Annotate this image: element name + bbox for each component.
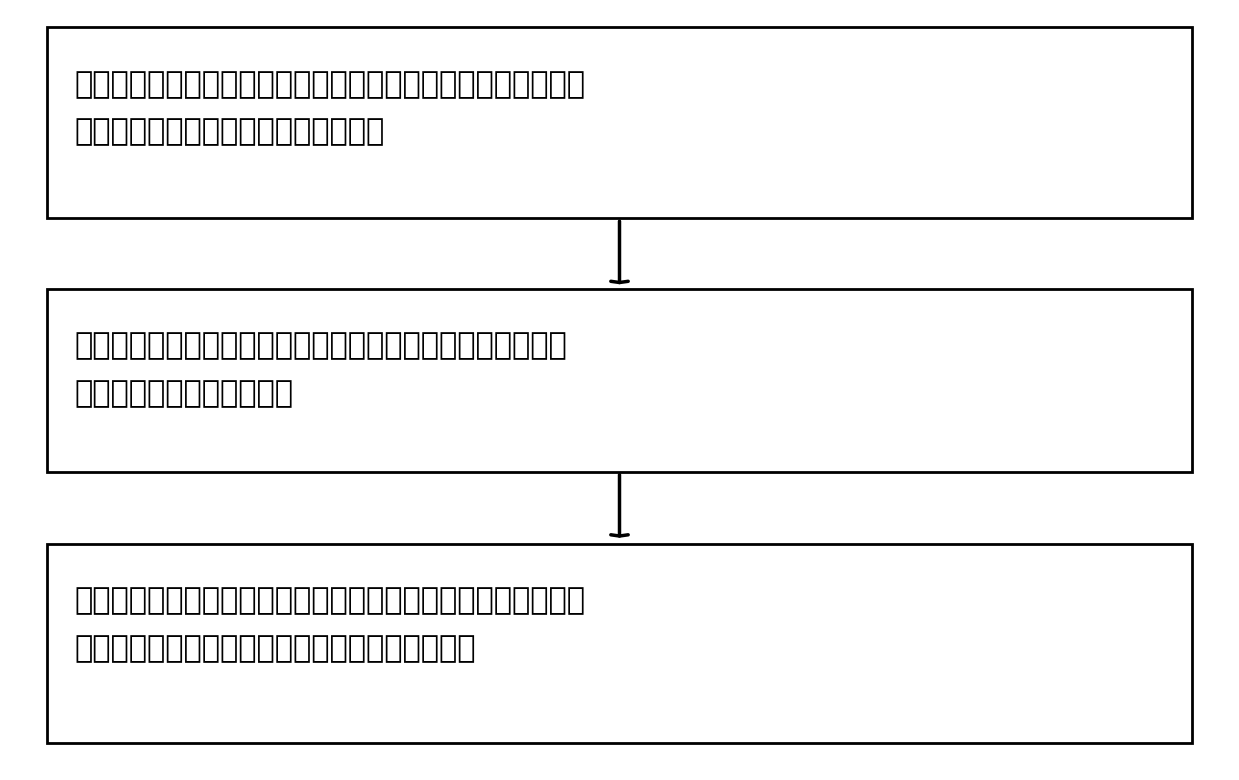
Text: 在已有的像素点环境模型的基础上，将路径起点与目标点的连线
方向等间距切分路径，形成完整的路径: 在已有的像素点环境模型的基础上，将路径起点与目标点的连线 方向等间距切分路径，形… [74,70,585,147]
Bar [47,289,1192,472]
Bar [47,544,1192,743]
Bar [47,27,1192,218]
Text: 针对路径规划不确定优化模型建立亮度函数，基于亮度函数利用
萤火虫智能算法求解路径规划问题，输出最优路径: 针对路径规划不确定优化模型建立亮度函数，基于亮度函数利用 萤火虫智能算法求解路径… [74,587,585,663]
Text: 以路径长度最短为目标函数，以不与障碍物发生碰撞为约束条
件，构建不确定性优化模型: 以路径长度最短为目标函数，以不与障碍物发生碰撞为约束条 件，构建不确定性优化模型 [74,332,567,408]
